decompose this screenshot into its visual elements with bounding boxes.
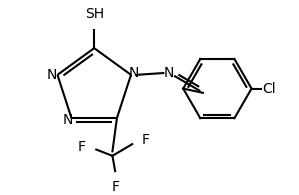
Text: N: N <box>47 68 57 82</box>
Text: SH: SH <box>86 7 105 21</box>
Text: N: N <box>129 66 139 80</box>
Text: F: F <box>77 140 86 154</box>
Text: F: F <box>111 180 119 194</box>
Text: N: N <box>63 113 73 127</box>
Text: F: F <box>142 133 150 147</box>
Text: N: N <box>164 66 174 80</box>
Text: Cl: Cl <box>262 82 276 96</box>
